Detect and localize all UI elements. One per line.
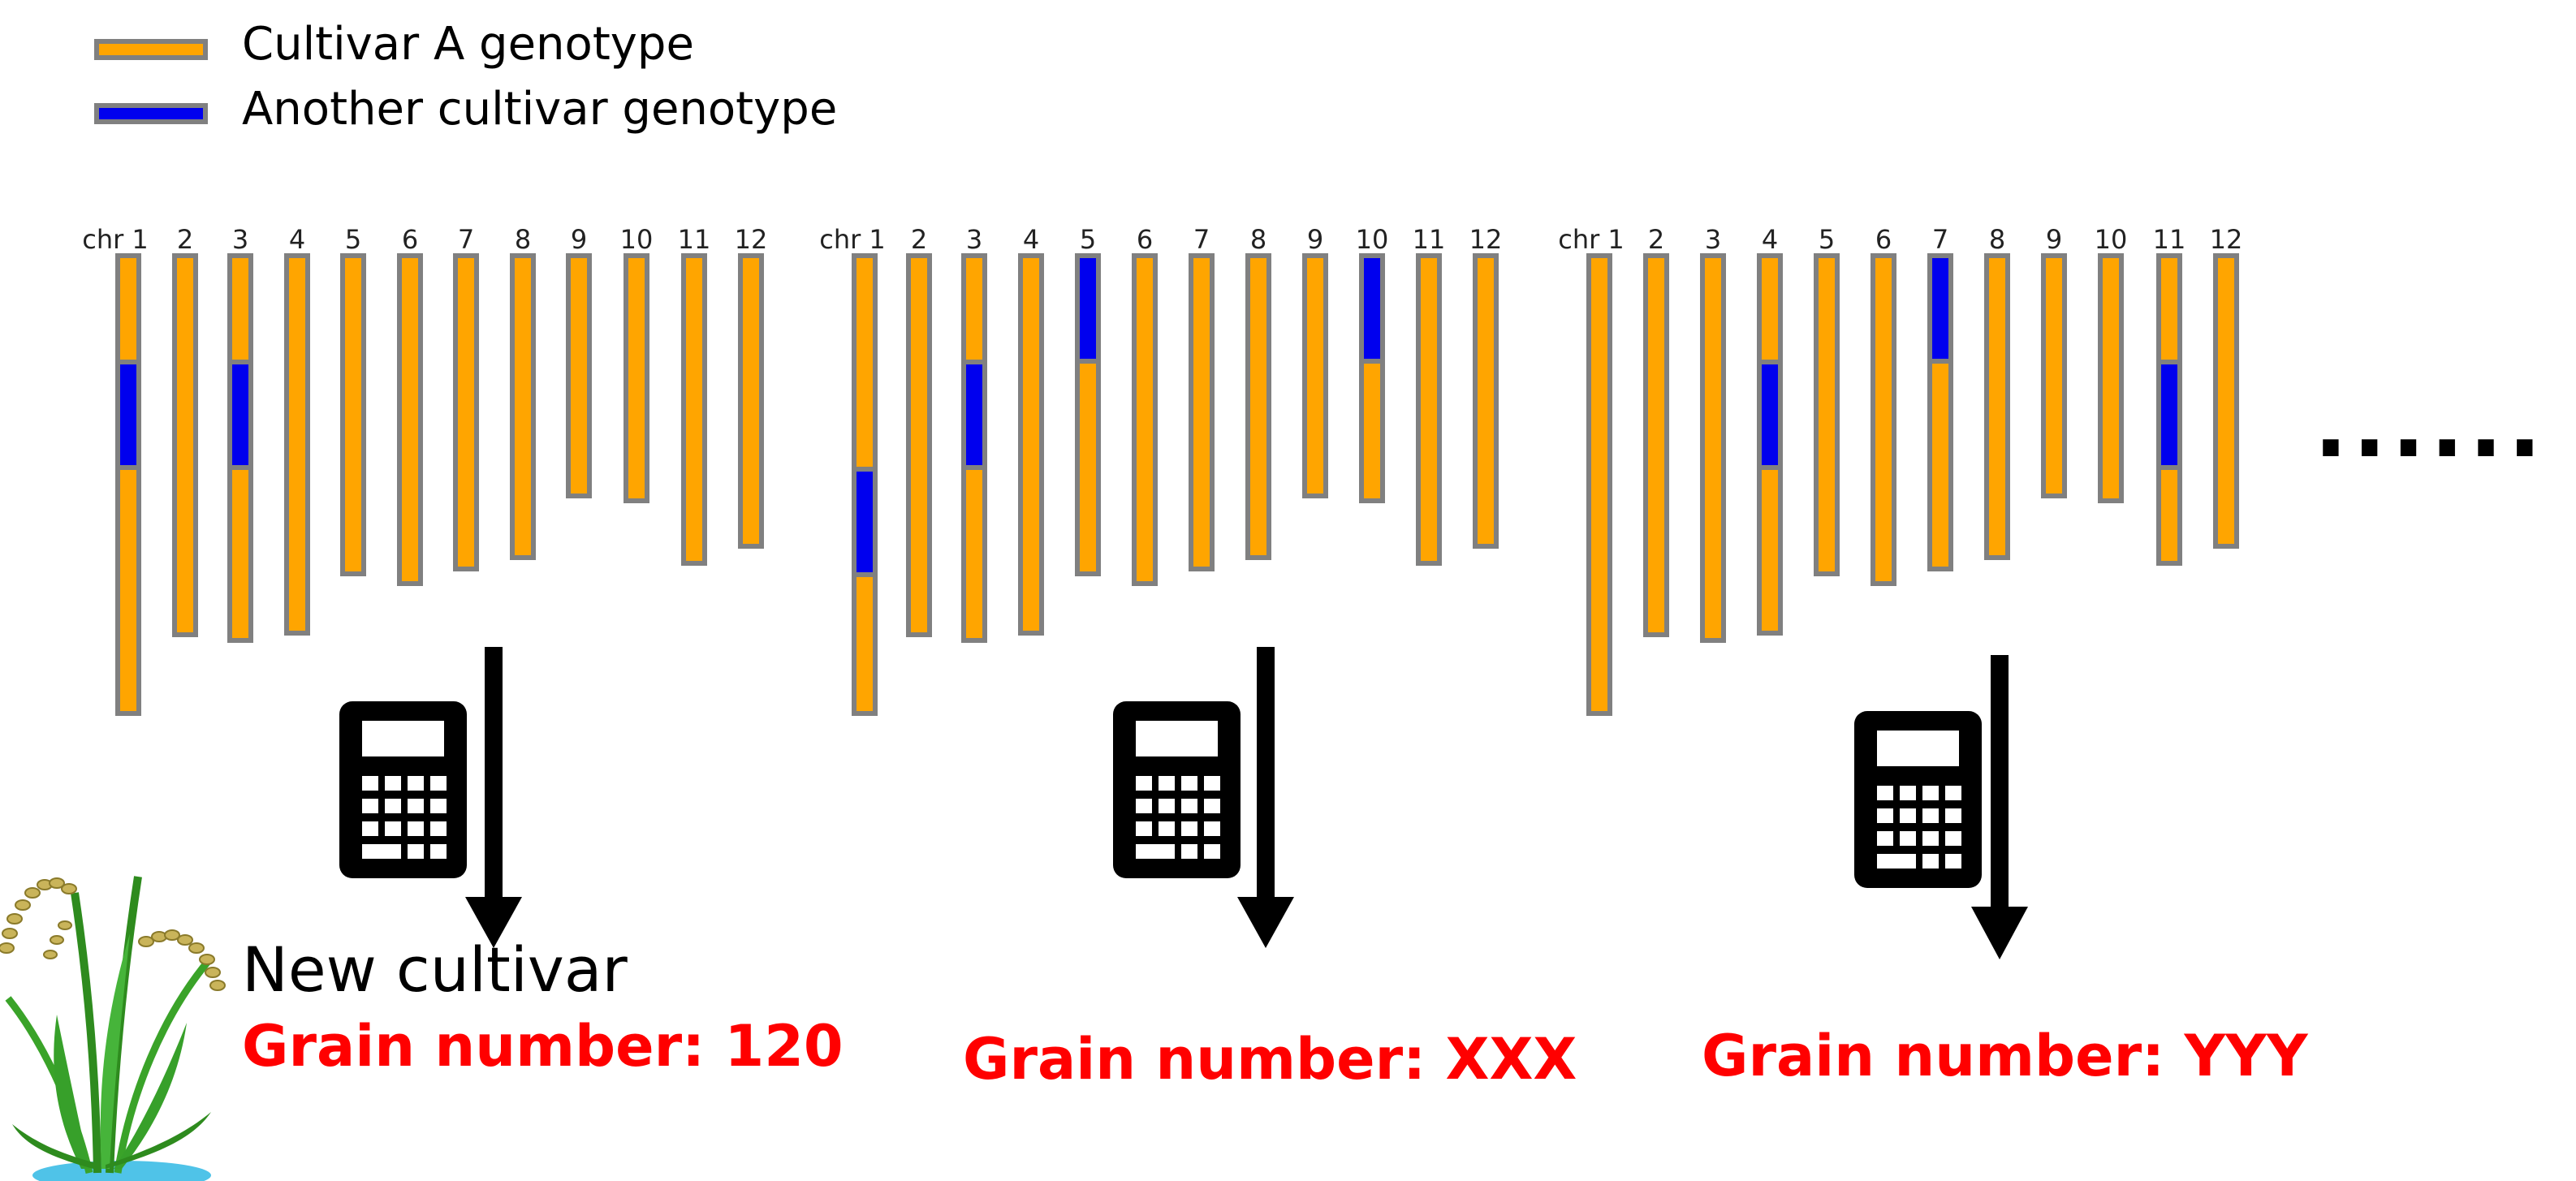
chr-label-g2-3: 3	[965, 224, 983, 255]
chr-label-g3-12: 12	[2209, 224, 2243, 255]
chromosome-g1-8	[510, 253, 536, 560]
chromosome-g3-6	[1871, 253, 1896, 586]
chr-label-g3-7: 7	[1931, 224, 1949, 255]
calculator-icon	[1113, 701, 1241, 878]
chr-label-g1-2: 2	[176, 224, 194, 255]
chr-label-g2-11: 11	[1412, 224, 1446, 255]
chromosome-g2-11	[1416, 253, 1442, 566]
chr-label-g2-4: 4	[1022, 224, 1040, 255]
chr-label-g3-6: 6	[1875, 224, 1892, 255]
legend-swatch-cultivar-a	[94, 39, 208, 60]
chromosome-g2-9	[1302, 253, 1328, 498]
chromosome-g2-12	[1473, 253, 1499, 549]
down-arrow-icon	[465, 647, 522, 948]
chr-label-g2-12: 12	[1469, 224, 1503, 255]
new-cultivar-label: New cultivar	[242, 933, 628, 1006]
chr-label-g1-9: 9	[570, 224, 588, 255]
chr-label-g3-2: 2	[1647, 224, 1665, 255]
grain-number-result-3: Grain number: YYY	[1702, 1023, 2308, 1089]
chromosome-g2-4	[1018, 253, 1044, 636]
chr-label-g1-10: 10	[619, 224, 654, 255]
chr-label-g2-1: chr 1	[819, 224, 886, 255]
chromosome-g1-5	[340, 253, 366, 576]
chr-label-g3-3: 3	[1704, 224, 1722, 255]
legend-label-cultivar-a: Cultivar A genotype	[242, 18, 694, 71]
chr-label-g2-7: 7	[1193, 224, 1210, 255]
introgression-g3-chr11	[2156, 360, 2182, 470]
introgression-g1-chr1	[115, 360, 141, 470]
chromosome-g1-11	[681, 253, 707, 566]
introgression-g3-chr4	[1757, 360, 1783, 470]
down-arrow-icon	[1971, 655, 2028, 959]
chromosome-g2-6	[1132, 253, 1158, 586]
chr-label-g1-12: 12	[734, 224, 768, 255]
chr-label-g1-3: 3	[231, 224, 249, 255]
calculator-icon	[339, 701, 467, 878]
introgression-g3-chr7	[1927, 253, 1953, 364]
chr-label-g3-4: 4	[1761, 224, 1779, 255]
introgression-g2-chr10	[1359, 253, 1385, 364]
chromosome-g1-10	[624, 253, 649, 503]
chr-label-g3-10: 10	[2094, 224, 2128, 255]
chromosome-g1-9	[566, 253, 592, 498]
chr-label-g3-1: chr 1	[1558, 224, 1625, 255]
introgression-g2-chr3	[961, 360, 987, 470]
chr-label-g3-9: 9	[2045, 224, 2063, 255]
chromosome-g1-2	[172, 253, 198, 637]
chr-label-g1-11: 11	[677, 224, 711, 255]
chr-label-g2-2: 2	[910, 224, 928, 255]
grain-number-result-2: Grain number: XXX	[963, 1026, 1577, 1093]
chromosome-g1-12	[738, 253, 764, 549]
chromosome-g1-6	[397, 253, 423, 586]
chromosome-g3-2	[1643, 253, 1669, 637]
chr-label-g2-9: 9	[1306, 224, 1324, 255]
introgression-g2-chr5	[1075, 253, 1101, 364]
chr-label-g1-8: 8	[514, 224, 532, 255]
chr-label-g1-7: 7	[457, 224, 475, 255]
chr-label-g2-6: 6	[1136, 224, 1154, 255]
calculator-icon	[1854, 711, 1982, 888]
chr-label-g2-5: 5	[1079, 224, 1097, 255]
introgression-g1-chr3	[227, 360, 253, 470]
chromosome-g2-7	[1189, 253, 1215, 571]
continuation-ellipsis: ......	[2314, 373, 2547, 477]
chromosome-g3-5	[1814, 253, 1840, 576]
chr-label-g1-5: 5	[344, 224, 362, 255]
chromosome-g2-2	[906, 253, 932, 637]
chromosome-g2-8	[1245, 253, 1271, 560]
chr-label-g3-11: 11	[2152, 224, 2186, 255]
chr-label-g3-5: 5	[1818, 224, 1836, 255]
chr-label-g2-10: 10	[1355, 224, 1389, 255]
chromosome-g1-7	[453, 253, 479, 571]
chr-label-g1-6: 6	[401, 224, 419, 255]
chromosome-g3-3	[1700, 253, 1726, 643]
chr-label-g3-8: 8	[1988, 224, 2006, 255]
chromosome-g3-9	[2041, 253, 2067, 498]
rice-plant-icon	[0, 876, 226, 1181]
chromosome-g3-1	[1586, 253, 1612, 716]
chr-label-g1-1: chr 1	[82, 224, 149, 255]
legend-swatch-another-cultivar	[94, 103, 208, 124]
grain-number-result-1: Grain number: 120	[242, 1013, 844, 1080]
chr-label-g1-4: 4	[288, 224, 306, 255]
chromosome-g3-12	[2213, 253, 2239, 549]
chromosome-g3-8	[1984, 253, 2010, 560]
down-arrow-icon	[1237, 647, 1294, 948]
chromosome-g1-4	[284, 253, 310, 636]
chromosome-g3-10	[2098, 253, 2124, 503]
chromosome-g1-1	[115, 253, 141, 716]
chr-label-g2-8: 8	[1249, 224, 1267, 255]
legend-label-another-cultivar: Another cultivar genotype	[242, 83, 838, 136]
introgression-g2-chr1	[852, 467, 878, 577]
